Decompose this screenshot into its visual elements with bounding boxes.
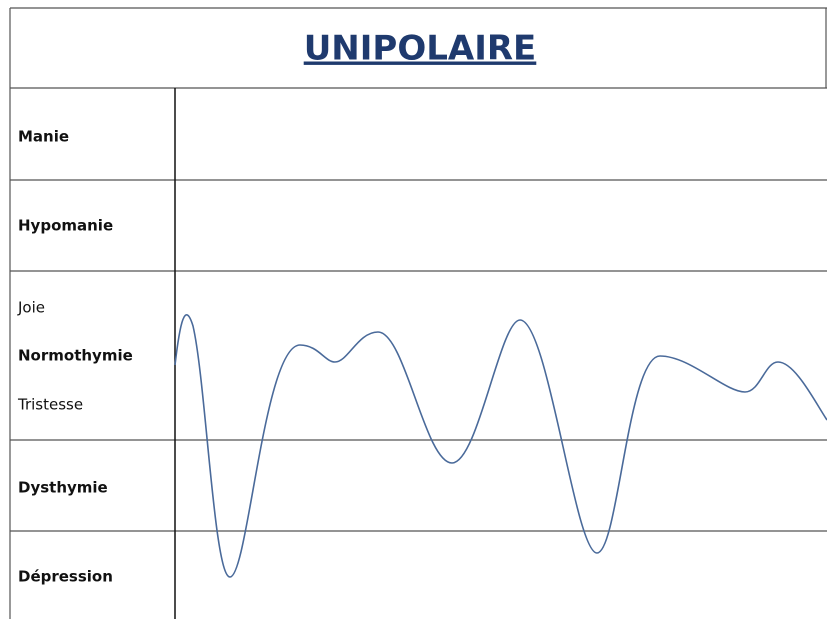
row-label: Tristesse bbox=[17, 396, 83, 414]
row-label: Manie bbox=[18, 128, 69, 146]
title: UNIPOLAIRE bbox=[304, 29, 537, 69]
row-label: Dysthymie bbox=[18, 479, 108, 497]
row-label: Normothymie bbox=[18, 347, 133, 365]
row-label: Hypomanie bbox=[18, 217, 113, 235]
row-label: Dépression bbox=[18, 568, 113, 586]
table-lines bbox=[9, 7, 827, 619]
mood-curve bbox=[174, 314, 827, 578]
row-label: Joie bbox=[17, 299, 45, 317]
